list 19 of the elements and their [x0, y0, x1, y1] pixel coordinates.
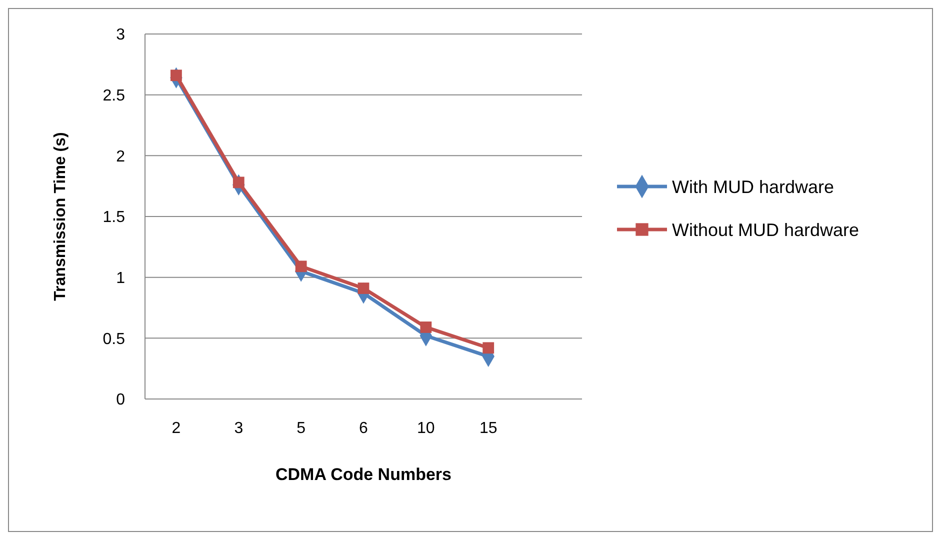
y-tick-label: 3: [116, 26, 126, 44]
x-axis-title: CDMA Code Numbers: [276, 465, 452, 484]
x-tick-label: 10: [417, 420, 435, 437]
legend-label: With MUD hardware: [672, 176, 834, 197]
y-tick-label: 2.5: [102, 87, 126, 104]
y-tick-label: 0.5: [102, 330, 126, 348]
x-tick-label: 5: [296, 420, 306, 437]
x-tick-label: 3: [234, 420, 244, 437]
x-tick-label: 2: [172, 420, 181, 437]
y-tick-label: 1: [116, 270, 126, 287]
x-tick-label: 15: [479, 420, 498, 437]
point: [420, 322, 432, 333]
y-tick-label: 2: [116, 148, 126, 166]
y-tick-label: 0: [116, 392, 126, 409]
y-tick-label: 1.5: [102, 209, 126, 226]
y-axis-title: Transmission Time (s): [52, 132, 69, 301]
x-tick-label: 6: [359, 420, 368, 437]
legend-label: Without MUD hardware: [672, 220, 860, 240]
point: [482, 342, 494, 354]
